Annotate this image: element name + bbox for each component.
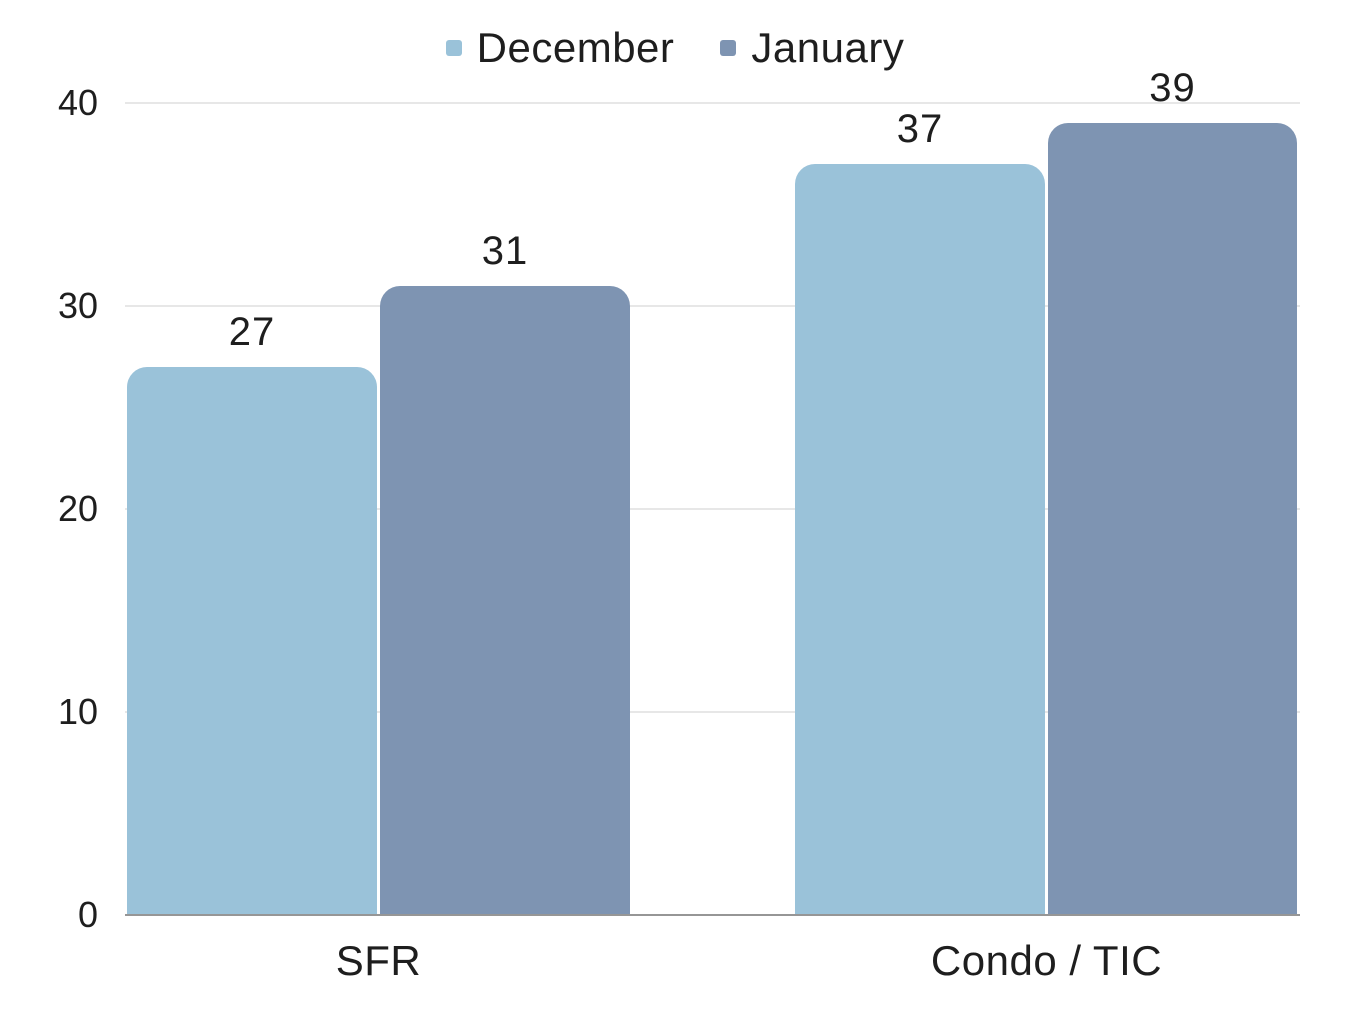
gridline — [125, 102, 1300, 104]
x-category-label: SFR — [335, 937, 422, 984]
bar-value-label: 37 — [896, 106, 944, 151]
bar-january-0 — [380, 285, 630, 915]
x-category-label: Condo / TIC — [930, 937, 1163, 984]
legend-item-december: December — [445, 24, 675, 72]
chart-legend: December January — [0, 24, 1350, 72]
bar-january-1 — [1048, 123, 1297, 915]
x-axis-line — [125, 914, 1300, 916]
y-tick-label: 10 — [57, 691, 98, 732]
bar-value-label: 31 — [481, 228, 529, 273]
y-tick-label: 20 — [57, 488, 98, 529]
y-tick-label: 40 — [57, 82, 98, 123]
bar-value-label: 39 — [1149, 66, 1196, 111]
gridline — [125, 711, 1300, 713]
y-tick-label: 0 — [77, 894, 98, 935]
gridline — [125, 508, 1300, 510]
y-tick-label: 30 — [57, 285, 98, 326]
gridline — [125, 305, 1300, 307]
legend-label: January — [751, 24, 905, 71]
legend-label: December — [476, 24, 675, 71]
legend-swatch-icon — [720, 40, 737, 56]
bar-december-1 — [795, 163, 1045, 915]
bar-value-label: 27 — [228, 309, 276, 354]
bar-december-0 — [127, 366, 377, 915]
legend-item-january: January — [720, 24, 904, 72]
legend-swatch-icon — [445, 40, 462, 56]
